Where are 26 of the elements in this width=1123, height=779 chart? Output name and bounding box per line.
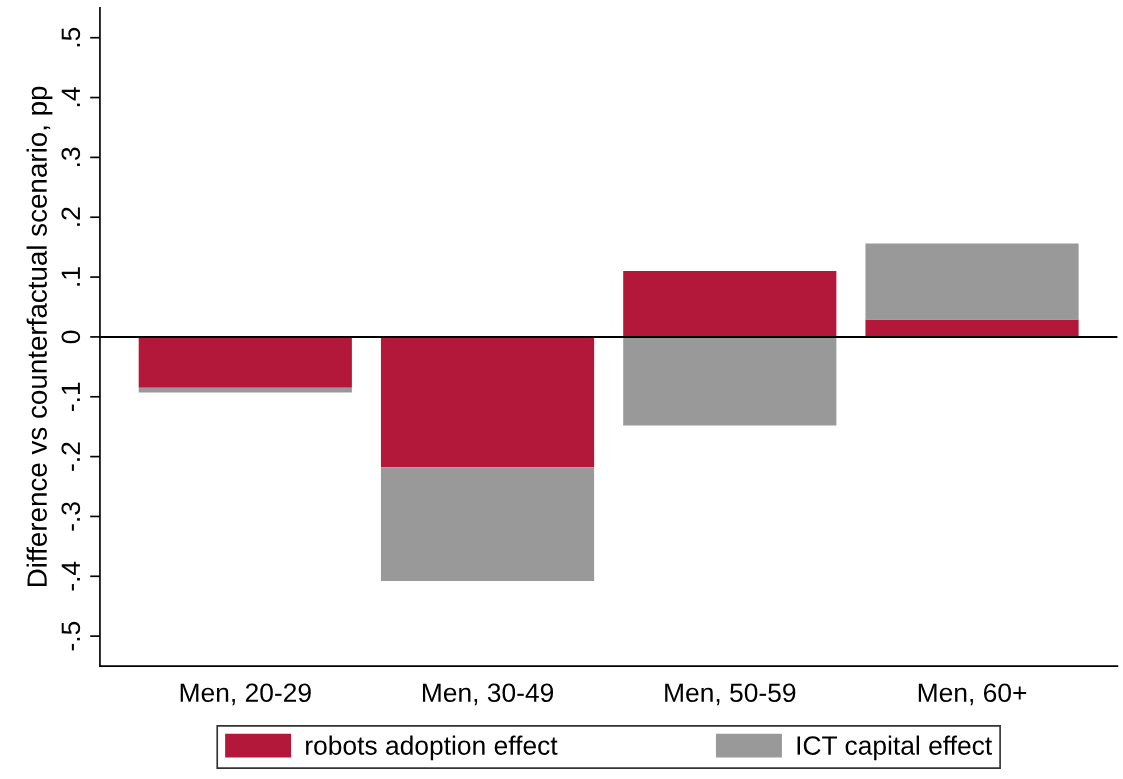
x-tick-label: Men, 20-29 [180,683,311,706]
bar [380,467,595,582]
y-tick-label: .5 [61,27,81,47]
bar [380,336,595,468]
legend-label: robots adoption effect [306,735,558,761]
bar [623,271,837,337]
y-tick-label: .2 [61,207,80,226]
y-tick-label: .3 [61,147,81,166]
y-tick-label: -.3 [61,502,81,531]
legend-label: ICT capital effect [797,735,992,761]
y-tick-label: .4 [61,87,80,107]
y-tick-label: -.5 [61,621,81,651]
y-tick-label: -.4 [61,561,80,591]
x-tick-label: Men, 50-59 [665,683,796,706]
bar [865,243,1079,320]
x-tick-label: Men, 30-49 [422,683,554,706]
y-axis-title: Difference vs counterfactual scenario, pp [26,86,53,587]
y-tick-label: .1 [61,267,80,286]
y-tick-label: 0 [61,330,81,344]
y-tick-label: -.2 [61,442,80,471]
y-tick-label: -.1 [61,382,80,411]
bar [623,336,837,426]
bar [138,387,352,393]
bar [865,319,1079,337]
bar [138,336,352,388]
x-tick-label: Men, 60+ [918,683,1027,706]
